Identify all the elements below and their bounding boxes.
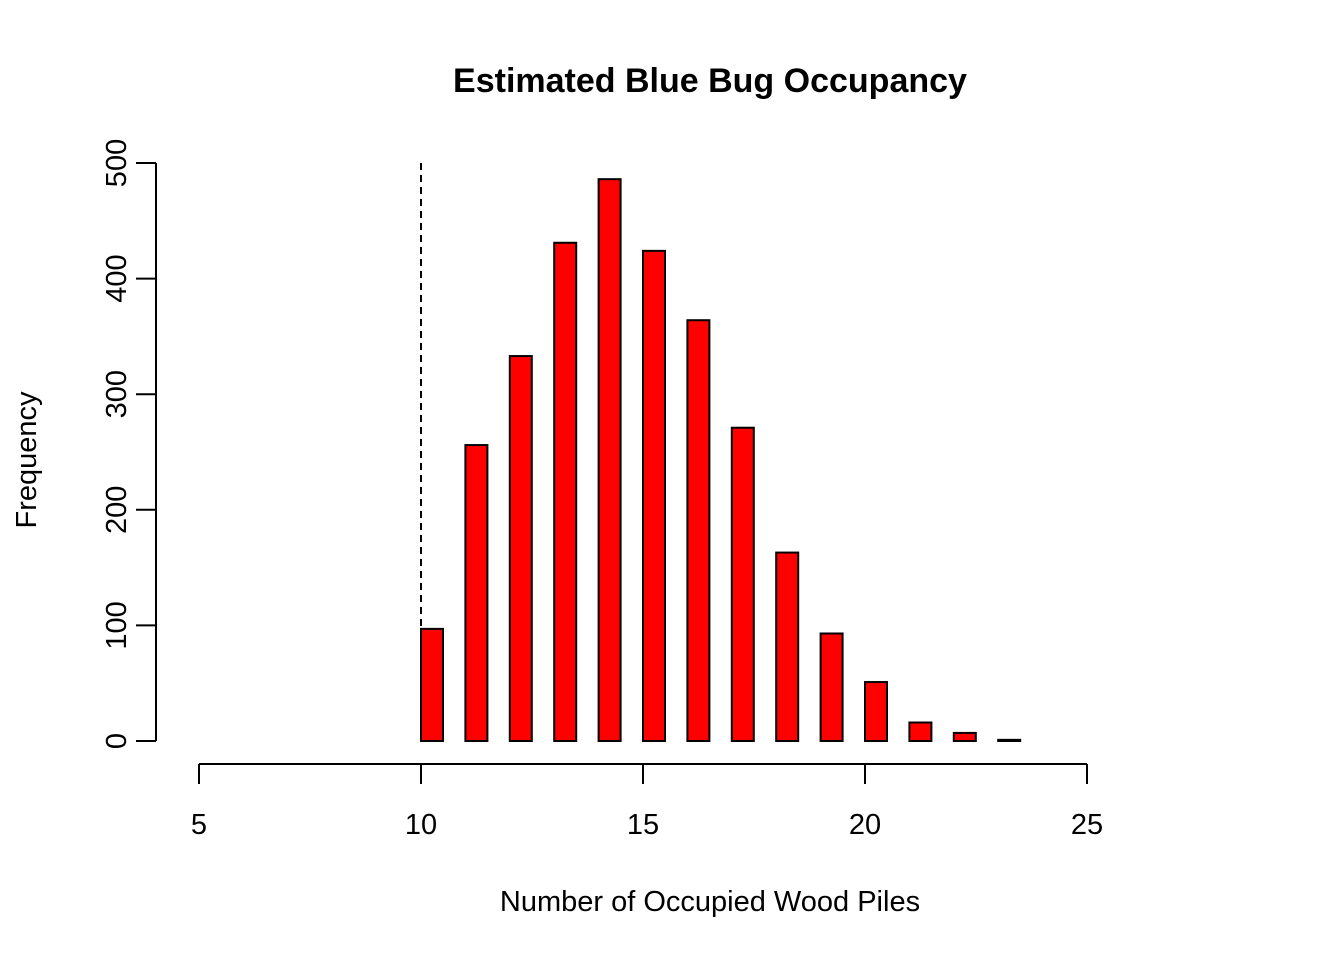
histogram-bar [642,249,666,743]
histogram-bar [864,681,888,743]
histogram-bar [819,632,844,743]
histogram-bar [508,355,533,742]
histogram-bar [464,444,489,742]
y-tick-label: 100 [101,601,133,649]
histogram-bar [686,319,711,742]
histogram-bar [597,178,622,742]
histogram-bar [775,551,800,743]
x-tick-label: 15 [627,809,659,841]
y-tick-label: 500 [101,139,133,187]
x-tick-label: 5 [191,809,207,841]
y-tick-label: 200 [101,486,133,534]
y-tick-label: 400 [101,254,133,302]
x-tick-label: 20 [849,809,881,841]
y-axis-label: Frequency [11,391,43,529]
y-axis: 0 100 200 300 400 500 [101,139,157,749]
histogram-bar [997,738,1022,742]
histogram-bar [908,721,933,743]
histogram-bar [730,426,755,742]
histogram-bar [952,731,977,743]
histogram-bar [420,627,444,742]
bars-group [420,178,1022,743]
y-tick-label: 0 [101,733,133,749]
x-tick-label: 25 [1071,809,1103,841]
y-tick-label: 300 [101,370,133,418]
histogram-bar [553,241,578,742]
x-tick-label: 10 [405,809,437,841]
chart-title: Estimated Blue Bug Occupancy [453,62,967,100]
x-axis: 5 10 15 20 25 [191,763,1103,841]
x-axis-label: Number of Occupied Wood Piles [500,886,920,918]
